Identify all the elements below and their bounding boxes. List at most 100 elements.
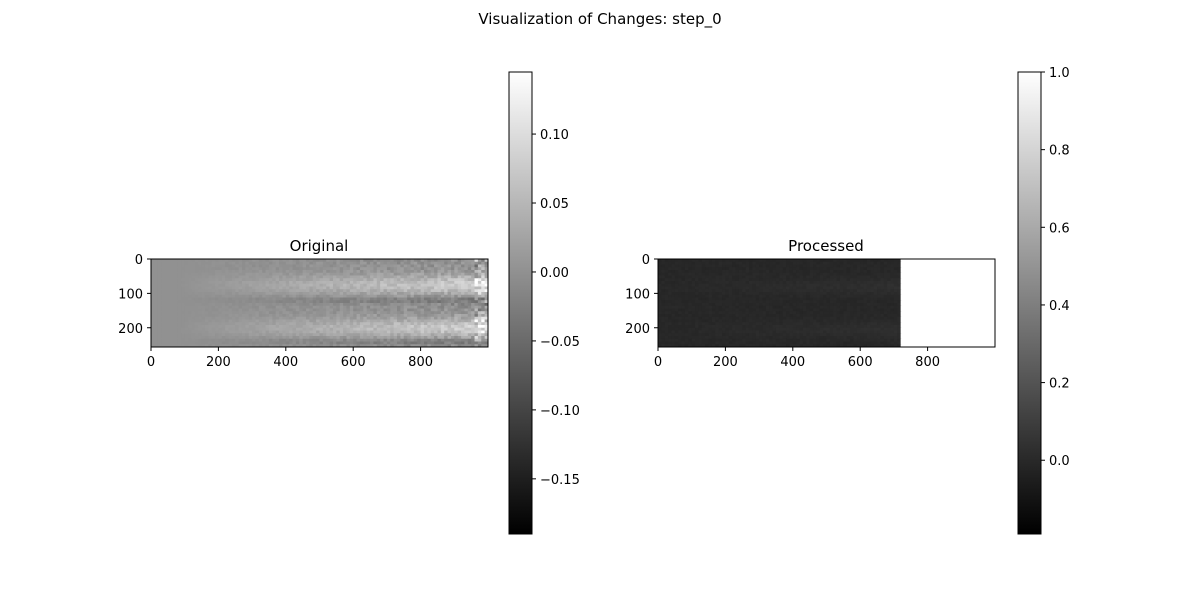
heatmap-cell bbox=[698, 303, 703, 307]
heatmap-cell bbox=[705, 275, 710, 279]
heatmap-cell bbox=[215, 300, 219, 304]
heatmap-cell bbox=[306, 344, 310, 347]
heatmap-cell bbox=[779, 300, 784, 304]
heatmap-cell bbox=[177, 259, 182, 263]
heatmap-cell bbox=[272, 289, 277, 293]
heatmap-cell bbox=[285, 322, 290, 326]
heatmap-cell bbox=[252, 270, 257, 274]
heatmap-cell bbox=[738, 275, 743, 279]
heatmap-cell bbox=[235, 327, 240, 332]
heatmap-cell bbox=[332, 322, 337, 326]
heatmap-cell bbox=[748, 270, 753, 274]
heatmap-cell bbox=[157, 264, 162, 268]
heatmap-cell bbox=[215, 281, 219, 285]
heatmap-cell bbox=[467, 289, 472, 293]
heatmap-cell bbox=[302, 341, 307, 345]
heatmap-cell bbox=[759, 267, 764, 271]
heatmap-cell bbox=[826, 261, 831, 266]
heatmap-cell bbox=[191, 325, 196, 329]
heatmap-cell bbox=[688, 297, 693, 301]
heatmap-cell bbox=[171, 264, 176, 268]
heatmap-cell bbox=[927, 267, 932, 271]
heatmap-cell bbox=[661, 283, 666, 288]
heatmap-cell bbox=[312, 294, 317, 299]
heatmap-cell bbox=[738, 264, 743, 268]
heatmap-cell bbox=[316, 325, 321, 329]
heatmap-cell bbox=[454, 300, 459, 304]
heatmap-cell bbox=[252, 311, 257, 315]
heatmap-cell bbox=[457, 297, 462, 301]
heatmap-cell bbox=[194, 336, 199, 340]
heatmap-cell bbox=[258, 270, 263, 274]
heatmap-cell bbox=[444, 286, 449, 290]
heatmap-cell bbox=[444, 316, 449, 321]
heatmap-cell bbox=[171, 325, 176, 329]
heatmap-cell bbox=[380, 297, 385, 301]
heatmap-cell bbox=[302, 314, 307, 318]
heatmap-cell bbox=[177, 305, 182, 310]
heatmap-cell bbox=[454, 297, 459, 301]
heatmap-cell bbox=[440, 300, 445, 304]
heatmap-cell bbox=[319, 316, 324, 321]
heatmap-cell bbox=[765, 264, 770, 268]
heatmap-cell bbox=[823, 303, 828, 307]
heatmap-cell bbox=[732, 297, 737, 301]
heatmap-cell bbox=[701, 264, 706, 268]
heatmap-cell bbox=[691, 278, 696, 282]
heatmap-cell bbox=[231, 261, 236, 266]
heatmap-cell bbox=[410, 278, 415, 282]
heatmap-cell bbox=[151, 308, 155, 312]
heatmap-cell bbox=[904, 283, 908, 288]
heatmap-cell bbox=[225, 289, 230, 293]
heatmap-cell bbox=[336, 281, 341, 285]
heatmap-cell bbox=[252, 305, 257, 310]
heatmap-cell bbox=[188, 300, 193, 304]
heatmap-cell bbox=[930, 261, 935, 266]
heatmap-cell bbox=[198, 303, 203, 307]
heatmap-cell bbox=[893, 270, 898, 274]
heatmap-cell bbox=[312, 278, 317, 282]
heatmap-cell bbox=[819, 292, 824, 296]
heatmap-cell bbox=[457, 305, 462, 310]
heatmap-cell bbox=[299, 278, 304, 282]
heatmap-cell bbox=[738, 300, 743, 304]
heatmap-cell bbox=[681, 278, 686, 282]
heatmap-cell bbox=[934, 286, 939, 290]
heatmap-cell bbox=[241, 289, 246, 293]
heatmap-cell bbox=[322, 259, 327, 263]
heatmap-cell bbox=[957, 275, 962, 279]
heatmap-cell bbox=[177, 333, 182, 337]
heatmap-cell bbox=[877, 278, 882, 282]
heatmap-cell bbox=[819, 283, 824, 288]
heatmap-cell bbox=[211, 303, 216, 307]
heatmap-cell bbox=[235, 314, 240, 318]
heatmap-cell bbox=[772, 294, 777, 299]
heatmap-cell bbox=[292, 289, 297, 293]
heatmap-cell bbox=[927, 278, 932, 282]
heatmap-cell bbox=[235, 305, 240, 310]
heatmap-cell bbox=[228, 261, 233, 266]
heatmap-cell bbox=[947, 292, 952, 296]
heatmap-cell bbox=[816, 259, 821, 263]
heatmap-cell bbox=[934, 261, 939, 266]
heatmap-cell bbox=[826, 278, 831, 282]
heatmap-cell bbox=[664, 305, 669, 310]
heatmap-cell bbox=[191, 275, 196, 279]
heatmap-cell bbox=[252, 281, 257, 285]
heatmap-cell bbox=[417, 264, 422, 268]
heatmap-cell bbox=[363, 297, 368, 301]
heatmap-cell bbox=[181, 338, 186, 343]
heatmap-cell bbox=[201, 281, 206, 285]
heatmap-cell bbox=[221, 308, 226, 312]
heatmap-cell bbox=[316, 275, 321, 279]
heatmap-cell bbox=[353, 341, 358, 345]
heatmap-cell bbox=[873, 292, 878, 296]
heatmap-cell bbox=[474, 344, 479, 347]
heatmap-cell bbox=[349, 281, 354, 285]
heatmap-cell bbox=[265, 341, 270, 345]
heatmap-cell bbox=[769, 281, 774, 285]
heatmap-cell bbox=[779, 289, 784, 293]
heatmap-cell bbox=[403, 319, 408, 323]
heatmap-cell bbox=[748, 259, 753, 263]
heatmap-cell bbox=[268, 259, 273, 263]
